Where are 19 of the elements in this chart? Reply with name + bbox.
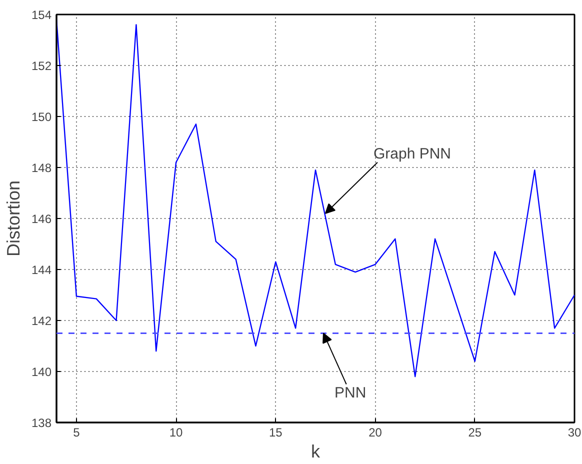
x-tick-label: 15 <box>268 426 283 440</box>
x-axis-title: k <box>311 442 321 462</box>
y-tick-label: 148 <box>31 161 52 175</box>
x-tick-label: 5 <box>73 426 80 440</box>
annotation: Graph PNN <box>373 145 451 162</box>
y-tick-label: 142 <box>31 314 52 328</box>
x-tick-label: 10 <box>169 426 184 440</box>
y-axis-title: Distortion <box>3 180 24 257</box>
y-tick-label: 146 <box>31 212 52 226</box>
y-tick-label: 154 <box>31 8 52 22</box>
y-tick-label: 144 <box>31 263 52 277</box>
annotation: PNN <box>334 384 366 402</box>
y-tick-label: 138 <box>31 416 52 430</box>
y-tick-label: 152 <box>31 59 52 73</box>
x-tick-label: 25 <box>468 426 482 440</box>
y-tick-label: 150 <box>31 110 52 124</box>
y-tick-label: 140 <box>31 365 52 379</box>
x-tick-label: 30 <box>568 426 582 440</box>
x-tick-label: 20 <box>368 426 382 440</box>
